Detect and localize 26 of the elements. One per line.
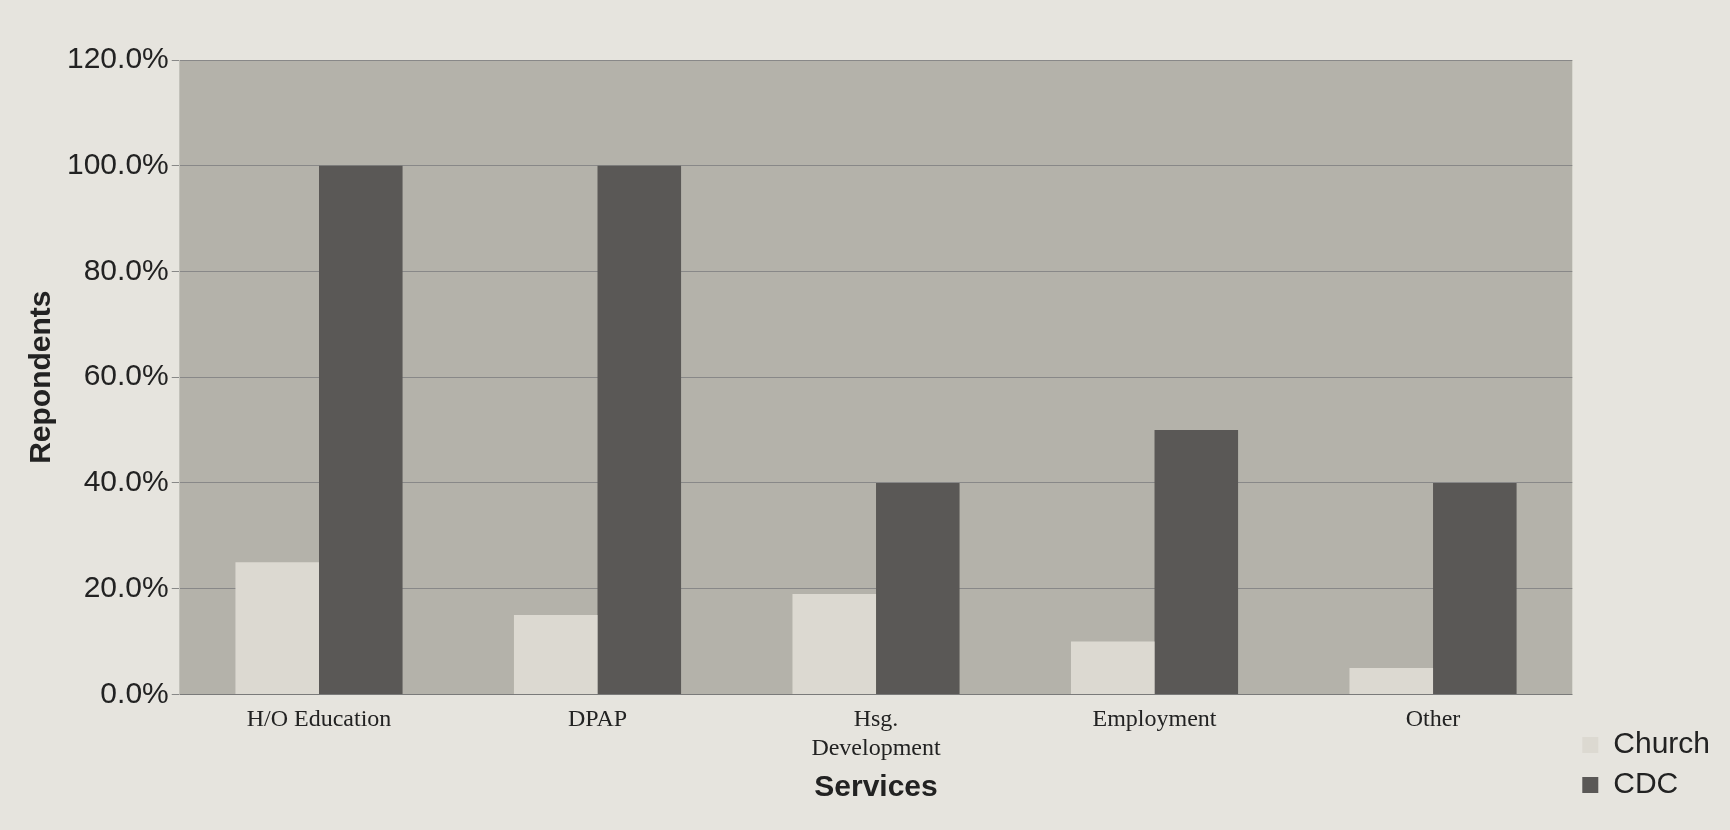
x-axis-title: Services [814,769,938,803]
y-tick-label: 60.0% [83,358,169,392]
y-tick-label: 100.0% [67,147,169,180]
legend-label: CDC [1613,766,1679,800]
bar [597,165,682,694]
bar [513,615,598,694]
bar [1433,482,1517,694]
y-tick-label: 120.0% [67,41,169,75]
x-tick-label: Hsg. Development [811,705,941,760]
x-tick-label: Other [1405,705,1461,732]
bar [876,482,960,694]
bar [792,593,877,694]
bar [1349,667,1434,694]
y-tick-label: 0.0% [100,675,169,709]
legend-label: Church [1613,726,1711,760]
y-tick-label: 20.0% [83,569,169,603]
x-tick-label: Employment [1092,705,1217,732]
bar [235,562,319,694]
bar [1070,641,1155,694]
bar [319,165,403,694]
y-tick-label: 80.0% [83,252,169,286]
y-axis-title: Repondents [23,290,57,464]
x-tick-label: H/O Education [246,705,392,732]
x-tick-label: DPAP [567,705,628,732]
bar [1154,430,1239,694]
y-tick-label: 40.0% [83,464,169,498]
